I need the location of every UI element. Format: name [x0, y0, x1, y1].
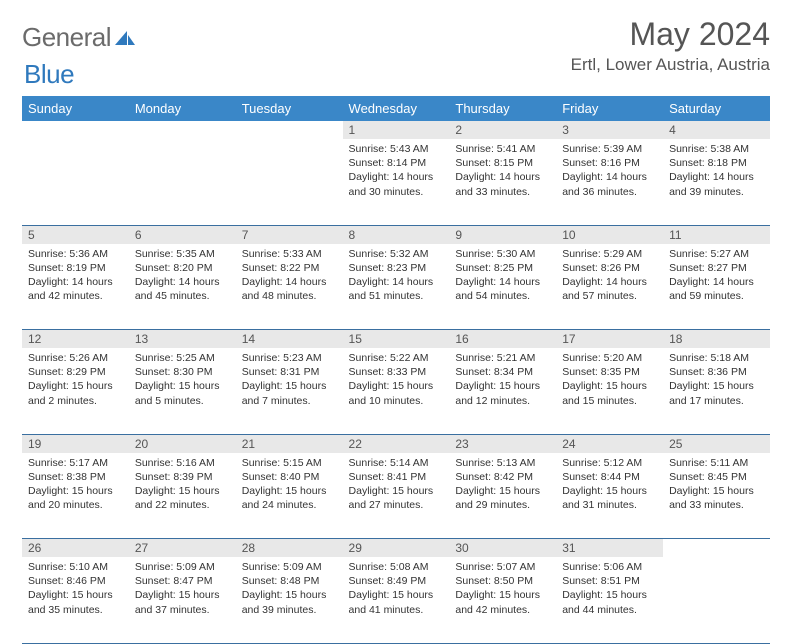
day-detail-cell: Sunrise: 5:06 AMSunset: 8:51 PMDaylight:… — [556, 557, 663, 643]
day-detail-cell: Sunrise: 5:07 AMSunset: 8:50 PMDaylight:… — [449, 557, 556, 643]
day-detail-cell: Sunrise: 5:12 AMSunset: 8:44 PMDaylight:… — [556, 453, 663, 539]
day-number-cell: 2 — [449, 121, 556, 139]
day-detail-cell: Sunrise: 5:26 AMSunset: 8:29 PMDaylight:… — [22, 348, 129, 434]
daynum-row: 12131415161718 — [22, 330, 770, 349]
day-detail-cell: Sunrise: 5:08 AMSunset: 8:49 PMDaylight:… — [343, 557, 450, 643]
day-detail-cell: Sunrise: 5:38 AMSunset: 8:18 PMDaylight:… — [663, 139, 770, 225]
day-number-cell: 6 — [129, 225, 236, 244]
day-detail-cell: Sunrise: 5:13 AMSunset: 8:42 PMDaylight:… — [449, 453, 556, 539]
day-number-cell — [663, 539, 770, 558]
day-detail-cell: Sunrise: 5:27 AMSunset: 8:27 PMDaylight:… — [663, 244, 770, 330]
day-number-cell: 15 — [343, 330, 450, 349]
day-number-cell: 13 — [129, 330, 236, 349]
day-detail-cell: Sunrise: 5:30 AMSunset: 8:25 PMDaylight:… — [449, 244, 556, 330]
day-number-cell: 4 — [663, 121, 770, 139]
day-number-cell: 20 — [129, 434, 236, 453]
day-number-cell: 16 — [449, 330, 556, 349]
detail-row: Sunrise: 5:26 AMSunset: 8:29 PMDaylight:… — [22, 348, 770, 434]
weekday-header: Tuesday — [236, 96, 343, 121]
day-number-cell: 29 — [343, 539, 450, 558]
day-number-cell: 17 — [556, 330, 663, 349]
day-number-cell: 3 — [556, 121, 663, 139]
day-detail-cell: Sunrise: 5:23 AMSunset: 8:31 PMDaylight:… — [236, 348, 343, 434]
day-detail-cell: Sunrise: 5:33 AMSunset: 8:22 PMDaylight:… — [236, 244, 343, 330]
weekday-header: Monday — [129, 96, 236, 121]
day-number-cell: 30 — [449, 539, 556, 558]
weekday-header: Saturday — [663, 96, 770, 121]
day-number-cell: 26 — [22, 539, 129, 558]
day-number-cell: 9 — [449, 225, 556, 244]
day-number-cell: 12 — [22, 330, 129, 349]
logo-sail-icon — [113, 29, 137, 47]
detail-row: Sunrise: 5:36 AMSunset: 8:19 PMDaylight:… — [22, 244, 770, 330]
day-number-cell: 27 — [129, 539, 236, 558]
weekday-header-row: SundayMondayTuesdayWednesdayThursdayFrid… — [22, 96, 770, 121]
daynum-row: 19202122232425 — [22, 434, 770, 453]
day-number-cell — [236, 121, 343, 139]
day-detail-cell — [236, 139, 343, 225]
location: Ertl, Lower Austria, Austria — [571, 55, 770, 75]
day-detail-cell: Sunrise: 5:18 AMSunset: 8:36 PMDaylight:… — [663, 348, 770, 434]
daynum-row: 262728293031 — [22, 539, 770, 558]
day-number-cell: 23 — [449, 434, 556, 453]
day-number-cell: 22 — [343, 434, 450, 453]
day-number-cell: 7 — [236, 225, 343, 244]
day-detail-cell: Sunrise: 5:43 AMSunset: 8:14 PMDaylight:… — [343, 139, 450, 225]
detail-row: Sunrise: 5:10 AMSunset: 8:46 PMDaylight:… — [22, 557, 770, 643]
weekday-header: Friday — [556, 96, 663, 121]
day-number-cell: 10 — [556, 225, 663, 244]
detail-row: Sunrise: 5:17 AMSunset: 8:38 PMDaylight:… — [22, 453, 770, 539]
day-detail-cell: Sunrise: 5:22 AMSunset: 8:33 PMDaylight:… — [343, 348, 450, 434]
day-number-cell — [22, 121, 129, 139]
day-detail-cell: Sunrise: 5:35 AMSunset: 8:20 PMDaylight:… — [129, 244, 236, 330]
day-detail-cell: Sunrise: 5:14 AMSunset: 8:41 PMDaylight:… — [343, 453, 450, 539]
day-number-cell: 11 — [663, 225, 770, 244]
month-title: May 2024 — [571, 16, 770, 53]
day-number-cell: 28 — [236, 539, 343, 558]
day-detail-cell: Sunrise: 5:16 AMSunset: 8:39 PMDaylight:… — [129, 453, 236, 539]
day-number-cell: 31 — [556, 539, 663, 558]
day-detail-cell — [129, 139, 236, 225]
day-detail-cell: Sunrise: 5:11 AMSunset: 8:45 PMDaylight:… — [663, 453, 770, 539]
logo-word2: Blue — [24, 59, 74, 89]
logo-word1: General — [22, 22, 111, 53]
day-detail-cell: Sunrise: 5:41 AMSunset: 8:15 PMDaylight:… — [449, 139, 556, 225]
day-detail-cell: Sunrise: 5:32 AMSunset: 8:23 PMDaylight:… — [343, 244, 450, 330]
logo: General — [22, 16, 139, 53]
day-detail-cell: Sunrise: 5:39 AMSunset: 8:16 PMDaylight:… — [556, 139, 663, 225]
day-detail-cell: Sunrise: 5:09 AMSunset: 8:48 PMDaylight:… — [236, 557, 343, 643]
day-number-cell: 14 — [236, 330, 343, 349]
day-number-cell: 19 — [22, 434, 129, 453]
day-number-cell: 18 — [663, 330, 770, 349]
day-detail-cell: Sunrise: 5:09 AMSunset: 8:47 PMDaylight:… — [129, 557, 236, 643]
day-number-cell: 24 — [556, 434, 663, 453]
day-number-cell: 5 — [22, 225, 129, 244]
day-detail-cell: Sunrise: 5:21 AMSunset: 8:34 PMDaylight:… — [449, 348, 556, 434]
day-number-cell: 21 — [236, 434, 343, 453]
weekday-header: Wednesday — [343, 96, 450, 121]
weekday-header: Thursday — [449, 96, 556, 121]
day-detail-cell: Sunrise: 5:15 AMSunset: 8:40 PMDaylight:… — [236, 453, 343, 539]
day-detail-cell: Sunrise: 5:36 AMSunset: 8:19 PMDaylight:… — [22, 244, 129, 330]
calendar-table: SundayMondayTuesdayWednesdayThursdayFrid… — [22, 96, 770, 644]
day-detail-cell: Sunrise: 5:20 AMSunset: 8:35 PMDaylight:… — [556, 348, 663, 434]
day-number-cell — [129, 121, 236, 139]
day-number-cell: 1 — [343, 121, 450, 139]
day-number-cell: 25 — [663, 434, 770, 453]
daynum-row: 1234 — [22, 121, 770, 139]
day-detail-cell: Sunrise: 5:25 AMSunset: 8:30 PMDaylight:… — [129, 348, 236, 434]
day-number-cell: 8 — [343, 225, 450, 244]
day-detail-cell: Sunrise: 5:17 AMSunset: 8:38 PMDaylight:… — [22, 453, 129, 539]
day-detail-cell: Sunrise: 5:10 AMSunset: 8:46 PMDaylight:… — [22, 557, 129, 643]
day-detail-cell — [22, 139, 129, 225]
daynum-row: 567891011 — [22, 225, 770, 244]
day-detail-cell: Sunrise: 5:29 AMSunset: 8:26 PMDaylight:… — [556, 244, 663, 330]
day-detail-cell — [663, 557, 770, 643]
detail-row: Sunrise: 5:43 AMSunset: 8:14 PMDaylight:… — [22, 139, 770, 225]
weekday-header: Sunday — [22, 96, 129, 121]
